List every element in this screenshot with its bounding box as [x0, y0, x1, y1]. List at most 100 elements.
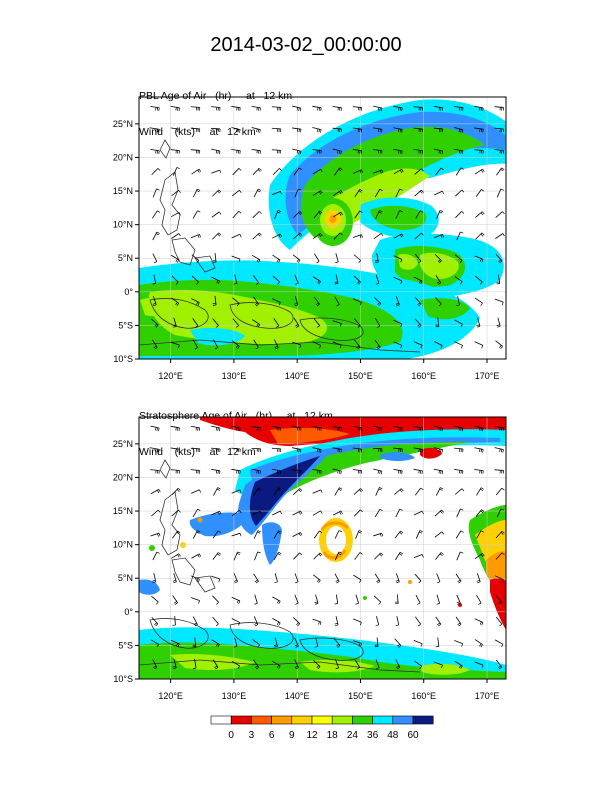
wind-barb	[352, 469, 363, 474]
wind-barb	[474, 447, 484, 453]
wind-barb	[355, 594, 359, 605]
wind-barb	[374, 573, 381, 584]
wind-barb	[454, 425, 464, 432]
wind-barb	[272, 275, 280, 285]
wind-barb	[414, 232, 424, 240]
wind-barb	[374, 637, 379, 648]
y-tick-label: 10°N	[113, 220, 133, 230]
wind-barb	[251, 127, 261, 133]
wind-barb	[172, 317, 177, 328]
wind-barb	[152, 296, 157, 307]
wind-barb	[413, 106, 423, 111]
wind-barb	[394, 488, 404, 495]
wind-barb	[454, 447, 464, 453]
panel1-axes: 120°E 130°E 140°E 150°E 160°E 170°E 25°N 20°N 15…	[113, 119, 499, 381]
wind-barb	[170, 212, 181, 218]
wind-barb	[293, 167, 302, 176]
wind-barb	[232, 297, 240, 307]
x-tick-label: 150°E	[348, 691, 373, 701]
wind-barb	[211, 148, 221, 155]
wind-barb	[170, 149, 180, 154]
wind-barb	[476, 594, 482, 605]
wind-barb	[435, 317, 440, 328]
wind-barb	[334, 594, 339, 605]
wind-barb	[251, 149, 261, 154]
wind-barb	[352, 447, 363, 453]
wind-barb	[393, 148, 403, 154]
wind-barb	[475, 211, 485, 218]
wind-barb	[454, 254, 463, 264]
wind-barb	[172, 616, 176, 626]
wind-barb	[415, 530, 423, 539]
wind-barb	[151, 595, 159, 605]
wind-barb	[496, 659, 503, 670]
x-tick-label: 120°E	[158, 691, 183, 701]
wind-barb	[495, 211, 505, 218]
wind-barb	[434, 233, 444, 239]
wind-barb	[312, 233, 323, 240]
wind-barb	[332, 320, 342, 327]
y-tick-label: 10°S	[113, 674, 133, 684]
wind-barb	[334, 616, 339, 626]
wind-barb	[413, 554, 424, 559]
colorbar-label: 48	[387, 730, 399, 741]
wind-barb	[212, 659, 219, 670]
wind-barb	[374, 552, 384, 560]
wind-barb	[395, 508, 403, 518]
wind-barb	[434, 254, 442, 264]
wind-barb	[211, 211, 222, 218]
wind-barb	[474, 168, 485, 175]
wind-barb	[212, 595, 219, 605]
wind-barb	[415, 210, 424, 219]
wind-barb	[374, 253, 379, 263]
wind-barb	[354, 659, 361, 670]
wind-barb	[474, 469, 484, 474]
wind-barb	[172, 595, 178, 605]
wind-barb	[312, 469, 322, 474]
wind-barb	[273, 551, 282, 561]
y-tick-label: 10°S	[113, 354, 133, 364]
wind-barb	[171, 488, 181, 496]
wind-barb	[292, 254, 301, 264]
wind-barb	[334, 274, 339, 285]
wind-barb	[150, 532, 161, 537]
wind-barb	[433, 127, 444, 133]
wind-barb	[211, 425, 221, 432]
wind-barb	[151, 509, 161, 517]
wind-barb	[353, 509, 363, 517]
wind-barb	[192, 637, 197, 648]
wind-barb	[456, 231, 464, 241]
wind-barb	[373, 425, 383, 432]
wind-barb	[192, 659, 197, 669]
colorbar-label: 12	[306, 730, 318, 741]
wind-barb	[354, 210, 363, 219]
wind-barb	[332, 510, 343, 516]
wind-barb	[273, 637, 278, 648]
wind-barb	[435, 275, 442, 285]
wind-barb	[292, 532, 303, 538]
wind-barb	[293, 617, 301, 627]
wind-barb	[294, 659, 299, 670]
y-tick-label: 10°N	[113, 540, 133, 550]
wind-barb	[494, 426, 504, 431]
wind-barb	[231, 255, 241, 263]
wind-barb	[474, 425, 484, 432]
wind-barb	[454, 640, 464, 647]
wind-barb	[192, 318, 199, 328]
wind-barb	[476, 487, 485, 496]
wind-barb	[233, 551, 241, 561]
wind-barb	[335, 253, 339, 264]
y-tick-label: 5°N	[118, 253, 133, 263]
wind-barb	[232, 210, 242, 219]
wind-barb	[273, 339, 279, 350]
wind-barb	[233, 274, 238, 285]
wind-barb	[211, 510, 222, 516]
wind-barb	[211, 169, 222, 174]
wind-barb	[332, 468, 342, 475]
wind-barb	[294, 637, 299, 648]
colorbar-label: 3	[249, 730, 255, 741]
wind-barb	[190, 597, 200, 604]
wind-barb	[352, 149, 363, 154]
wind-barb	[334, 530, 342, 539]
y-tick-label: 5°N	[118, 573, 133, 583]
